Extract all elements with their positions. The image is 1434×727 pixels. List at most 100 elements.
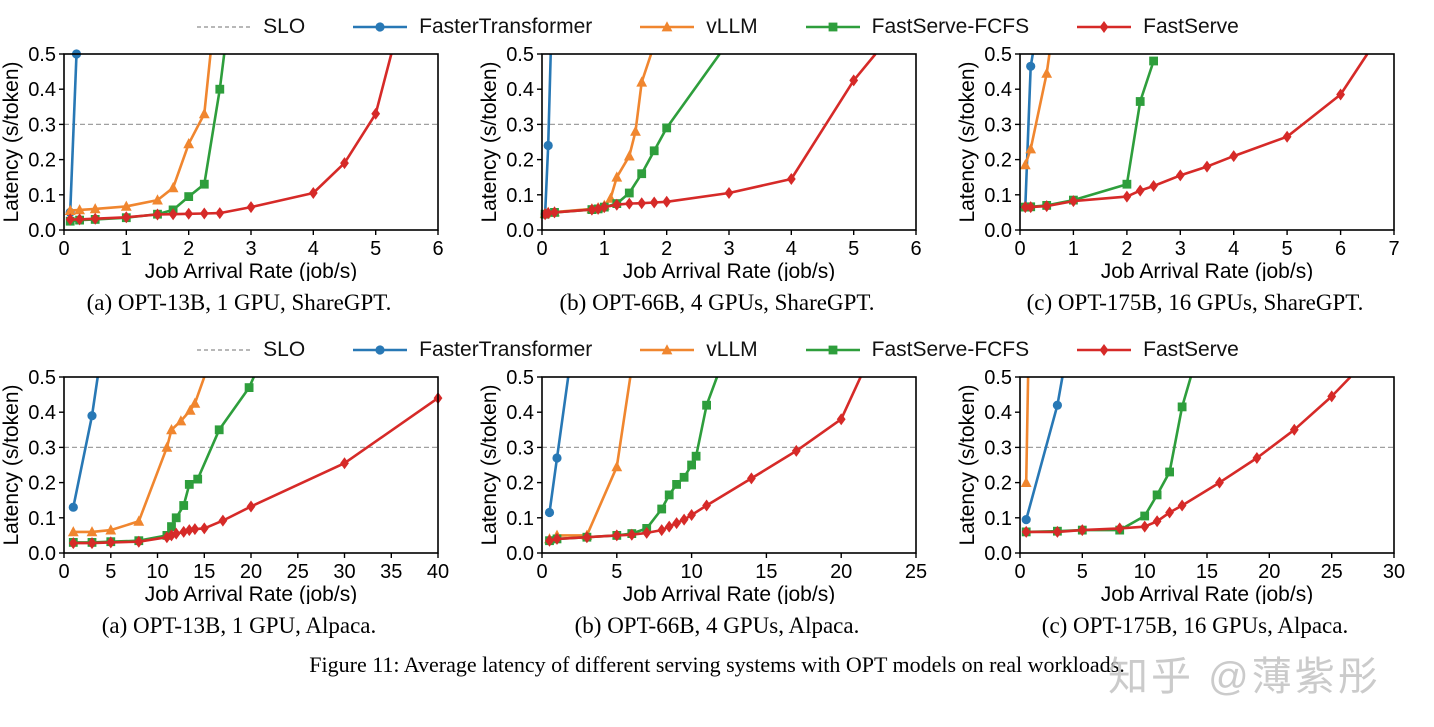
diamond-marker [308,187,318,199]
charts-row-alpaca: 0.0 0.1 0.2 0.3 0.4 0.5 0 5 10 15 20 25 30 35 40 Job Ar… [0,367,1434,606]
triangle-marker [74,204,85,215]
diamond-marker [106,536,116,549]
triangle-marker [611,171,623,182]
square-marker [184,480,194,489]
square-marker [179,501,189,510]
x-tick-label: 25 [1321,561,1343,583]
diamond-marker [1099,344,1109,356]
plot-border [1019,53,1395,231]
legend-label-fastserve-fcfs: FastServe-FCFS [871,338,1030,361]
diamond-marker [550,206,559,219]
diamond-marker [612,529,622,542]
y-tick-label: 0.1 [984,185,1012,207]
x-tick-label: 5 [370,238,381,260]
y-axis-label: Latency (s/token) [0,61,23,222]
y-tick-label: 0.2 [984,150,1012,172]
triangle-marker [167,182,179,193]
triangle-marker [1041,67,1053,78]
circle-marker [544,507,555,518]
diamond-marker [184,524,194,537]
chart-opt13b-sharegpt: 0.0 0.1 0.2 0.3 0.4 0.5 0 1 2 3 4 5 6 Job Arrival Rat… [0,44,478,283]
slo-line-sample [197,349,252,351]
diamond-marker [664,520,674,533]
diamond-marker [724,187,734,199]
x-axis-label: Job Arrival Rate (job/s) [145,583,357,604]
circle-marker [68,502,78,512]
diamond-marker [340,457,349,470]
square-marker [687,460,696,470]
diamond-marker [642,526,652,539]
slo-line-sample [197,26,252,28]
x-tick-label: 3 [1175,238,1186,260]
y-tick-label: 0.3 [28,437,56,459]
legend-bottom: SLO FasterTransformer vLLM FastServe-FCFS Fa… [0,323,1434,369]
diamond-marker [791,444,801,457]
y-tick-label: 0.4 [984,79,1012,101]
square-marker [637,169,647,179]
y-tick-label: 0.0 [984,220,1012,242]
square-marker [199,179,209,189]
triangle-marker [64,204,76,215]
chart-svg: 0.0 0.1 0.2 0.3 0.4 0.5 0 5 10 15 20 25 Job Arrival … [478,367,927,606]
legend-item-fastertransformer: FasterTransformer [351,15,592,39]
diamond-marker [340,157,349,170]
square-marker [1140,511,1150,521]
triangle-marker [630,125,641,136]
caption-c-alpaca: (c) OPT-175B, 16 GPUs, Alpaca. [1041,613,1349,638]
y-axis-label: Latency (s/token) [956,384,979,545]
y-tick-label: 0.4 [506,79,534,101]
square-marker [679,472,689,482]
diamond-marker [153,208,162,221]
diamond-marker [836,413,846,426]
legend-item-fastertransformer: FasterTransformer [351,338,592,362]
square-marker [214,425,224,435]
y-tick-label: 0.3 [984,114,1012,136]
x-tick-label: 0 [536,238,547,260]
square-marker [171,513,181,523]
circle-line-sample [353,345,408,355]
x-tick-label: 25 [287,561,309,583]
diamond-marker [246,201,256,214]
square-marker [624,188,634,198]
series-line-fastertransformer [72,376,99,508]
y-tick-label: 0.4 [506,402,534,424]
diamond-marker [65,213,75,226]
legend-label-fastserve: FastServe [1143,338,1239,361]
x-tick-label: 5 [1282,238,1293,260]
x-tick-label: 20 [830,561,852,583]
x-tick-label: 30 [333,561,355,583]
diamond-marker [662,195,672,208]
caption-a-alpaca: (a) OPT-13B, 1 GPU, Alpaca. [101,613,377,638]
x-tick-label: 1 [599,238,610,260]
square-marker [664,490,674,500]
circle-marker [552,453,562,463]
plot-border [1019,376,1395,554]
diamond-marker [246,500,256,513]
x-tick-label: 3 [723,238,734,260]
y-tick-label: 0.0 [506,220,534,242]
y-tick-label: 0.5 [984,369,1012,389]
triangle-marker [105,524,117,535]
series-line-fastserve [1025,53,1369,209]
y-tick-label: 0.0 [984,543,1012,565]
y-axis-label: Latency (s/token) [478,384,501,545]
legend-label-vllm: vLLM [706,15,758,38]
circle-marker [1052,400,1062,410]
chart-opt66b-alpaca: 0.0 0.1 0.2 0.3 0.4 0.5 0 5 10 15 20 25 Job Arrival … [478,367,956,606]
square-marker [1165,467,1174,477]
diamond-marker [637,197,647,210]
triangle-marker [133,515,145,526]
diamond-marker [679,513,689,526]
triangle-marker [661,344,673,355]
x-tick-label: 25 [905,561,927,583]
y-tick-label: 0.4 [28,79,56,101]
square-marker [215,84,225,94]
diamond-marker [593,202,603,215]
y-tick-label: 0.3 [984,437,1012,459]
diamond-marker [371,107,381,120]
diamond-marker [184,207,194,220]
x-tick-label: 4 [1228,238,1239,260]
plot-border [541,376,917,554]
square-marker [1152,490,1162,500]
